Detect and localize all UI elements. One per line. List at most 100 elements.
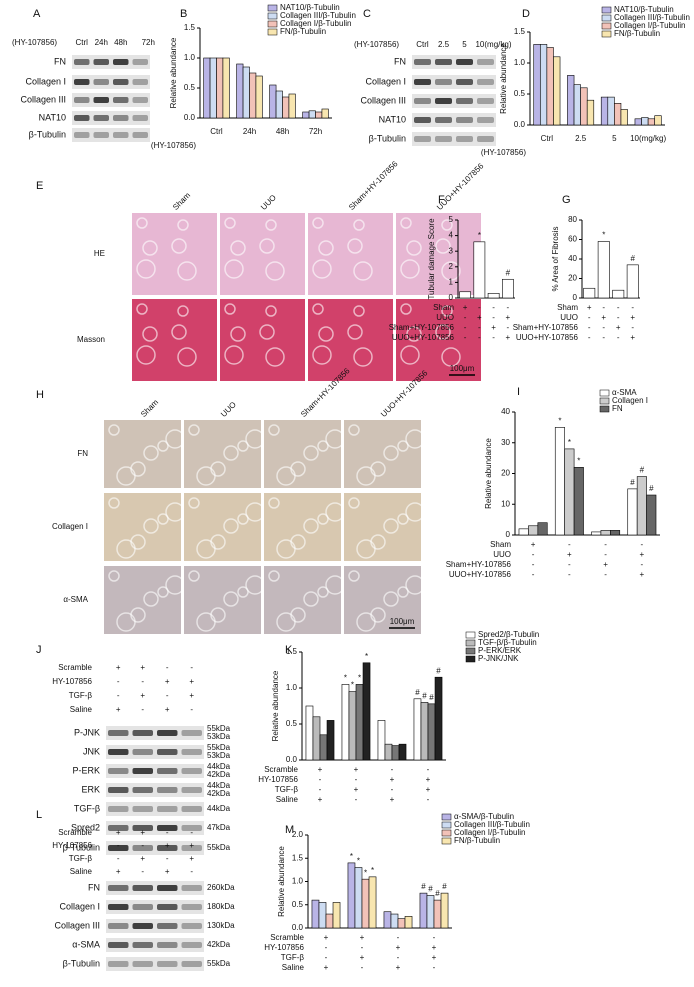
- blot-row-label: Collagen I: [25, 76, 66, 86]
- blot-strip: [106, 783, 204, 797]
- blot-band: [108, 806, 129, 812]
- legend-swatch: [441, 813, 452, 821]
- x-tick-label: 72h: [309, 127, 322, 136]
- condition-label: HY-107856: [52, 841, 92, 850]
- bar: [311, 899, 320, 929]
- bar: [440, 892, 449, 929]
- significance: *: [602, 231, 605, 240]
- condition-label: Scramble: [58, 828, 92, 837]
- condition-mark: -: [117, 691, 120, 700]
- condition-mark: -: [464, 333, 467, 342]
- tissue-texture: [108, 497, 120, 509]
- bar: [305, 705, 314, 761]
- blot-band: [157, 730, 178, 736]
- y-tick-label: 0: [573, 293, 578, 302]
- condition-mark: -: [397, 953, 400, 962]
- condition-mark: +: [318, 765, 323, 774]
- condition-mark: -: [190, 828, 193, 837]
- legend-swatch: [465, 647, 476, 655]
- blot-band: [157, 749, 178, 755]
- tissue-texture: [265, 261, 285, 281]
- significance: *: [351, 681, 354, 690]
- bar: [583, 287, 596, 299]
- condition-mark: -: [166, 663, 169, 672]
- tissue-texture: [400, 345, 420, 365]
- condition-mark: +: [531, 540, 536, 549]
- y-tick-label: 0.0: [286, 755, 298, 764]
- blot-row-label: NAT10: [39, 112, 66, 122]
- tissue-texture: [441, 261, 461, 281]
- kda-label: 44kDa: [207, 781, 231, 790]
- condition-mark: -: [604, 570, 607, 579]
- blot-row-label: FN: [394, 56, 406, 66]
- tissue-texture: [237, 513, 249, 525]
- significance: *: [371, 866, 374, 875]
- kda-label: 55kDa: [207, 724, 231, 733]
- blot-row-label: TGF-β: [74, 803, 100, 813]
- condition-label: Scramble: [58, 663, 92, 672]
- tissue-texture: [353, 347, 373, 367]
- kda-label: 55kDa: [207, 743, 231, 752]
- row-label: HE: [94, 249, 105, 258]
- blot-row-label: β-Tubulin: [369, 133, 406, 143]
- bar: [426, 895, 435, 929]
- legend-swatch: [441, 821, 452, 829]
- blot-band: [456, 117, 473, 123]
- blot-band: [181, 787, 202, 793]
- bar: [573, 467, 584, 536]
- y-tick-label: 10: [501, 499, 510, 508]
- histology-image: [184, 420, 261, 488]
- legend-label: Collagen III/β-Tubulin: [614, 13, 690, 22]
- blot-band: [108, 923, 129, 929]
- tissue-texture: [370, 461, 386, 477]
- blot-band: [157, 787, 178, 793]
- blot-strip: [106, 900, 204, 914]
- x-tick-label: 48h: [276, 127, 289, 136]
- legend-label: Collagen I/β-Tubulin: [280, 19, 351, 28]
- condition-label: Sham: [490, 540, 511, 549]
- condition-label: Sham+HY-107856: [446, 560, 512, 569]
- legend-swatch: [465, 655, 476, 663]
- blot-row-label: Collagen I: [365, 76, 406, 86]
- tissue-texture: [400, 217, 412, 229]
- condition-mark: -: [604, 540, 607, 549]
- bar: [518, 528, 529, 536]
- tissue-texture: [142, 240, 158, 256]
- condition-mark: -: [325, 943, 328, 952]
- condition-label: TGF-β: [69, 854, 93, 863]
- y-tick-label: 0.0: [184, 113, 196, 122]
- blot-strip: [72, 128, 150, 142]
- tissue-texture: [353, 219, 365, 231]
- y-tick-label: 80: [568, 215, 577, 224]
- panel-label: F: [438, 194, 445, 206]
- legend-label: FN/β-Tubulin: [454, 836, 500, 845]
- blot-row-label: JNK: [83, 746, 100, 756]
- bar: [567, 75, 575, 126]
- bar: [355, 684, 364, 761]
- kda-label: 53kDa: [207, 751, 231, 760]
- blot-strip: [106, 764, 204, 778]
- y-tick-label: 0.5: [292, 900, 304, 909]
- condition-label: UUO+HY-107856: [516, 333, 579, 342]
- tissue-texture: [108, 424, 120, 436]
- tissue-texture: [290, 461, 306, 477]
- tissue-texture: [265, 219, 277, 231]
- bar: [533, 44, 541, 126]
- bar: [404, 916, 413, 929]
- tissue-texture: [230, 240, 246, 256]
- x-axis-label: (HY-107856): [151, 141, 196, 150]
- condition-mark: -: [325, 953, 328, 962]
- bar: [553, 56, 561, 126]
- bar: [391, 745, 400, 761]
- column-label: Sham: [171, 191, 192, 212]
- blot-band: [477, 136, 494, 142]
- tissue-texture: [290, 607, 306, 623]
- condition-mark: -: [641, 560, 644, 569]
- blot-band: [181, 885, 202, 891]
- blot-band: [108, 768, 129, 774]
- y-axis-label: Tubular damage Score: [427, 218, 436, 300]
- condition-mark: -: [532, 550, 535, 559]
- condition-mark: -: [355, 795, 358, 804]
- condition-label: Scramble: [270, 933, 304, 942]
- blot-band: [74, 132, 90, 138]
